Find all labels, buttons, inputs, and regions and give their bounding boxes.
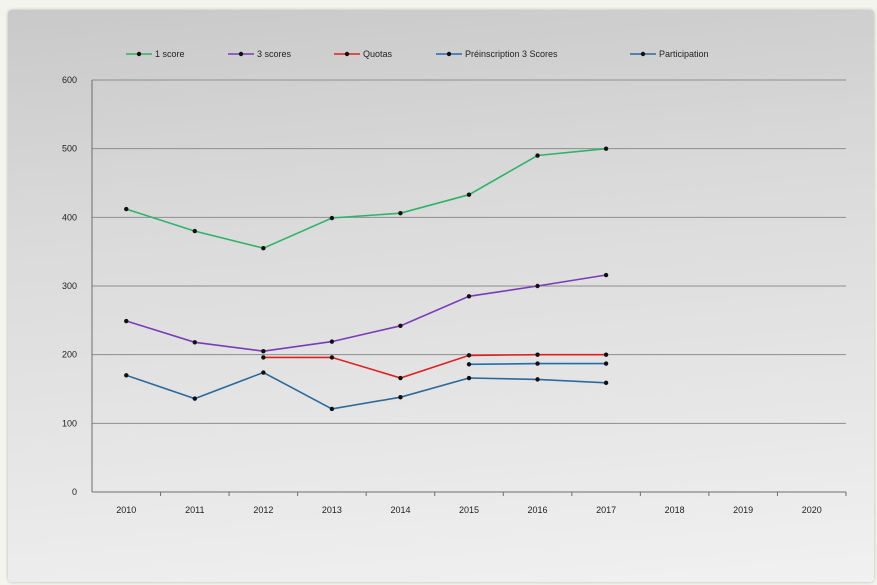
data-point-3-scores xyxy=(192,340,198,345)
data-point-3-scores xyxy=(398,323,403,329)
data-point-quotas xyxy=(329,355,335,360)
legend-marker-participation xyxy=(640,51,646,57)
x-tick-label: 2016 xyxy=(528,505,548,515)
data-point-3-scores xyxy=(124,318,129,324)
data-point-participation xyxy=(535,377,540,382)
data-point-3-scores xyxy=(535,283,540,289)
axes: 0 100 200 300 400 500 600 2010 2011 2012 2013 2014 2… xyxy=(62,75,847,515)
legend-marker-3-scores xyxy=(238,51,244,57)
data-point-quotas xyxy=(603,352,609,357)
chart-frame: 1 score 3 scores Quotas Préinscription 3 Sc… xyxy=(8,10,874,582)
data-point-1-score xyxy=(124,206,129,212)
x-tick-label: 2015 xyxy=(459,505,479,515)
series-line-3-scores xyxy=(126,274,607,353)
gridlines xyxy=(92,79,846,424)
data-point-quotas xyxy=(466,353,472,358)
x-tick-label: 2013 xyxy=(322,505,342,515)
x-tick-label: 2017 xyxy=(596,505,616,515)
x-tick-label: 2018 xyxy=(665,505,685,515)
line-chart: 1 score 3 scores Quotas Préinscription 3 Sc… xyxy=(62,49,847,515)
data-point-3-scores xyxy=(603,272,609,278)
data-point-1-score xyxy=(466,192,472,197)
data-point-participation xyxy=(398,395,403,400)
data-point-participation xyxy=(466,375,472,381)
legend-marker-preinscription-3-scores xyxy=(446,51,452,57)
data-point-1-score xyxy=(192,228,198,234)
legend-label-quotas: Quotas xyxy=(363,49,393,59)
data-point-participation xyxy=(124,373,129,378)
x-tick-label: 2014 xyxy=(390,505,410,515)
data-point-preinscription-3-scores xyxy=(535,361,540,366)
y-tick-label: 300 xyxy=(62,281,77,291)
data-point-preinscription-3-scores xyxy=(466,362,472,367)
legend: 1 score 3 scores Quotas Préinscription 3 Sc… xyxy=(126,49,709,59)
x-tick-label: 2020 xyxy=(802,505,822,515)
legend-label-1-score: 1 score xyxy=(155,49,185,59)
data-point-quotas xyxy=(261,355,266,360)
data-point-quotas xyxy=(535,352,540,357)
data-point-3-scores xyxy=(329,339,335,344)
legend-label-preinscription-3-scores: Préinscription 3 Scores xyxy=(465,49,558,59)
series-group xyxy=(124,146,609,412)
data-point-1-score xyxy=(261,246,266,251)
y-tick-label: 400 xyxy=(62,212,77,222)
data-point-3-scores xyxy=(466,294,472,299)
data-point-1-score xyxy=(603,146,609,151)
data-point-quotas xyxy=(398,375,403,381)
y-tick-label: 0 xyxy=(72,487,77,497)
y-tick-label: 500 xyxy=(62,144,77,154)
data-point-participation xyxy=(329,406,335,412)
data-point-preinscription-3-scores xyxy=(603,361,609,366)
legend-marker-quotas xyxy=(344,51,350,57)
y-tick-label: 600 xyxy=(62,75,77,85)
series-line-participation xyxy=(126,371,607,410)
series-line-1-score xyxy=(126,147,607,250)
y-tick-label: 100 xyxy=(62,418,77,428)
x-tick-label: 2011 xyxy=(185,505,204,515)
data-point-3-scores xyxy=(261,349,266,354)
legend-label-participation: Participation xyxy=(659,49,709,59)
data-point-1-score xyxy=(535,153,540,158)
data-point-participation xyxy=(603,380,609,386)
series-line-quotas xyxy=(263,353,607,379)
data-point-1-score xyxy=(329,215,335,221)
y-tick-label: 200 xyxy=(62,350,77,360)
legend-label-3-scores: 3 scores xyxy=(257,49,292,59)
data-point-participation xyxy=(261,370,266,375)
x-tick-label: 2012 xyxy=(253,505,273,515)
data-point-1-score xyxy=(398,211,403,216)
data-point-participation xyxy=(192,396,198,401)
legend-marker-1-score xyxy=(136,51,142,57)
x-tick-label: 2019 xyxy=(733,505,753,515)
x-tick-label: 2010 xyxy=(116,505,136,515)
